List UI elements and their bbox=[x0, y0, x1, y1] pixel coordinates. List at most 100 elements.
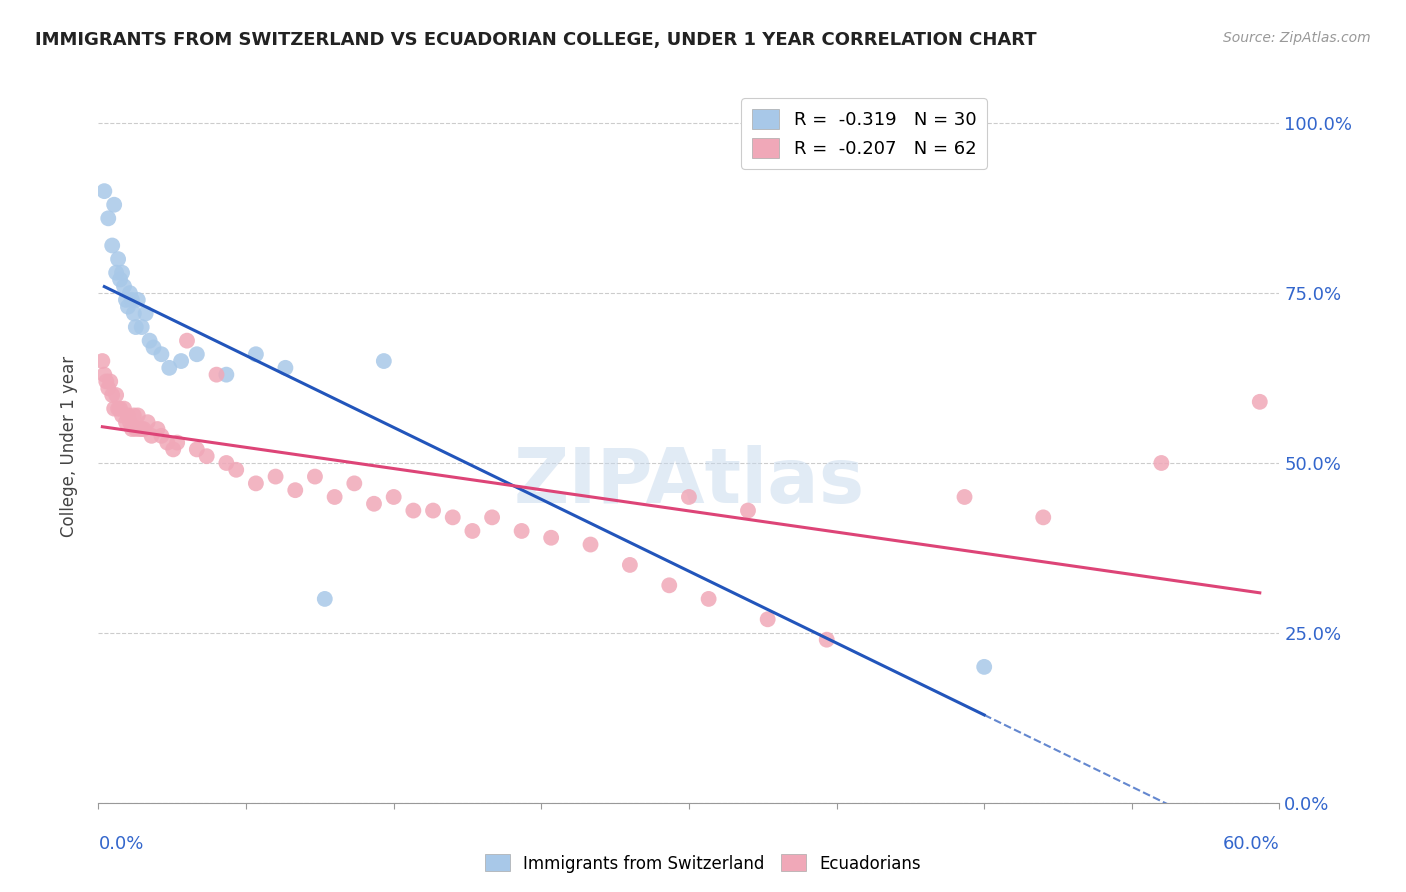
Point bbox=[132, 422, 155, 436]
Legend: Immigrants from Switzerland, Ecuadorians: Immigrants from Switzerland, Ecuadorians bbox=[478, 847, 928, 880]
Point bbox=[314, 591, 336, 606]
Point bbox=[112, 279, 135, 293]
Point bbox=[131, 320, 153, 334]
Point bbox=[121, 293, 143, 307]
Text: 0.0%: 0.0% bbox=[98, 835, 143, 853]
Point bbox=[176, 334, 198, 348]
Point bbox=[141, 429, 163, 443]
Point bbox=[441, 510, 464, 524]
Point bbox=[150, 347, 173, 361]
Point bbox=[136, 415, 159, 429]
Point bbox=[107, 401, 129, 416]
Point bbox=[678, 490, 700, 504]
Point bbox=[115, 415, 138, 429]
Point bbox=[128, 422, 150, 436]
Point bbox=[973, 660, 995, 674]
Point bbox=[697, 591, 720, 606]
Point bbox=[274, 360, 297, 375]
Point bbox=[108, 272, 131, 286]
Point bbox=[111, 266, 134, 280]
Legend: R =  -0.319   N = 30, R =  -0.207   N = 62: R = -0.319 N = 30, R = -0.207 N = 62 bbox=[741, 98, 987, 169]
Point bbox=[363, 497, 385, 511]
Point bbox=[215, 368, 238, 382]
Point bbox=[756, 612, 779, 626]
Point bbox=[127, 293, 149, 307]
Point bbox=[195, 449, 218, 463]
Point bbox=[125, 320, 148, 334]
Point bbox=[98, 375, 121, 389]
Point bbox=[96, 375, 118, 389]
Point bbox=[93, 368, 115, 382]
Point bbox=[121, 422, 143, 436]
Point bbox=[658, 578, 681, 592]
Point bbox=[111, 409, 134, 423]
Point bbox=[93, 184, 115, 198]
Point bbox=[245, 347, 267, 361]
Point bbox=[115, 293, 138, 307]
Point bbox=[150, 429, 173, 443]
Point bbox=[422, 503, 444, 517]
Point bbox=[135, 306, 157, 320]
Point bbox=[402, 503, 425, 517]
Point bbox=[579, 537, 602, 551]
Text: ZIPAtlas: ZIPAtlas bbox=[513, 445, 865, 518]
Point bbox=[101, 238, 124, 252]
Point bbox=[105, 388, 128, 402]
Point bbox=[131, 422, 153, 436]
Point bbox=[117, 409, 139, 423]
Point bbox=[186, 347, 208, 361]
Point bbox=[122, 306, 145, 320]
Point bbox=[170, 354, 193, 368]
Point bbox=[1150, 456, 1173, 470]
Point bbox=[166, 435, 188, 450]
Point bbox=[101, 388, 124, 402]
Point bbox=[117, 300, 139, 314]
Text: 60.0%: 60.0% bbox=[1223, 835, 1279, 853]
Point bbox=[264, 469, 287, 483]
Point bbox=[461, 524, 484, 538]
Point bbox=[510, 524, 533, 538]
Point bbox=[105, 266, 128, 280]
Text: IMMIGRANTS FROM SWITZERLAND VS ECUADORIAN COLLEGE, UNDER 1 YEAR CORRELATION CHAR: IMMIGRANTS FROM SWITZERLAND VS ECUADORIA… bbox=[35, 31, 1036, 49]
Point bbox=[103, 401, 125, 416]
Point bbox=[97, 381, 120, 395]
Point bbox=[127, 409, 149, 423]
Point bbox=[118, 415, 141, 429]
Point bbox=[1249, 394, 1271, 409]
Point bbox=[97, 211, 120, 226]
Text: Source: ZipAtlas.com: Source: ZipAtlas.com bbox=[1223, 31, 1371, 45]
Point bbox=[304, 469, 326, 483]
Point bbox=[481, 510, 503, 524]
Point bbox=[737, 503, 759, 517]
Point bbox=[112, 401, 135, 416]
Point bbox=[205, 368, 228, 382]
Point bbox=[125, 422, 148, 436]
Point bbox=[186, 442, 208, 457]
Point bbox=[107, 252, 129, 266]
Point bbox=[245, 476, 267, 491]
Point bbox=[284, 483, 307, 498]
Point bbox=[343, 476, 366, 491]
Point bbox=[162, 442, 184, 457]
Point bbox=[108, 401, 131, 416]
Point bbox=[1032, 510, 1054, 524]
Point bbox=[373, 354, 395, 368]
Point bbox=[122, 409, 145, 423]
Point bbox=[91, 354, 114, 368]
Point bbox=[118, 286, 141, 301]
Point bbox=[815, 632, 838, 647]
Point bbox=[138, 334, 160, 348]
Point bbox=[953, 490, 976, 504]
Point bbox=[619, 558, 641, 572]
Point bbox=[225, 463, 247, 477]
Point bbox=[540, 531, 562, 545]
Point bbox=[142, 341, 165, 355]
Point bbox=[382, 490, 405, 504]
Point bbox=[323, 490, 346, 504]
Point bbox=[215, 456, 238, 470]
Y-axis label: College, Under 1 year: College, Under 1 year bbox=[59, 355, 77, 537]
Point bbox=[146, 422, 169, 436]
Point bbox=[157, 360, 180, 375]
Point bbox=[156, 435, 179, 450]
Point bbox=[103, 198, 125, 212]
